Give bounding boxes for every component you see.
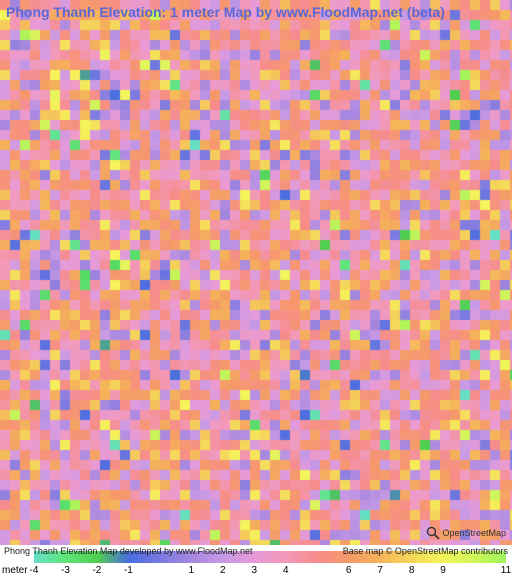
legend-tick: 11 (501, 565, 511, 576)
legend-tick: 3 (251, 565, 257, 576)
osm-label: OpenStreetMap (442, 528, 506, 538)
legend-tick: 2 (220, 565, 226, 576)
legend-axis: meter -4 -3 -2 -1 1 2 3 4 6 7 8 9 11 (0, 565, 512, 581)
legend-tick: 8 (409, 565, 415, 576)
legend-tick: 4 (283, 565, 289, 576)
osm-attribution: OpenStreetMap (426, 526, 506, 540)
magnifier-icon (426, 526, 440, 540)
legend-tick: 6 (346, 565, 352, 576)
elevation-heatmap (0, 0, 512, 545)
credit-developer: Phong Thanh Elevation Map developed by w… (4, 546, 253, 556)
legend-unit-label: meter (2, 565, 28, 576)
legend-tick: 1 (189, 565, 195, 576)
legend-tick: -1 (124, 565, 133, 576)
legend-tick: -2 (92, 565, 101, 576)
legend-tick: -3 (61, 565, 70, 576)
credit-basemap: Base map © OpenStreetMap contributors (343, 546, 508, 556)
legend-tick: 7 (377, 565, 383, 576)
map-title: Phong Thanh Elevation: 1 meter Map by ww… (6, 4, 445, 20)
legend-tick: 9 (440, 565, 446, 576)
legend-tick: -4 (30, 565, 39, 576)
